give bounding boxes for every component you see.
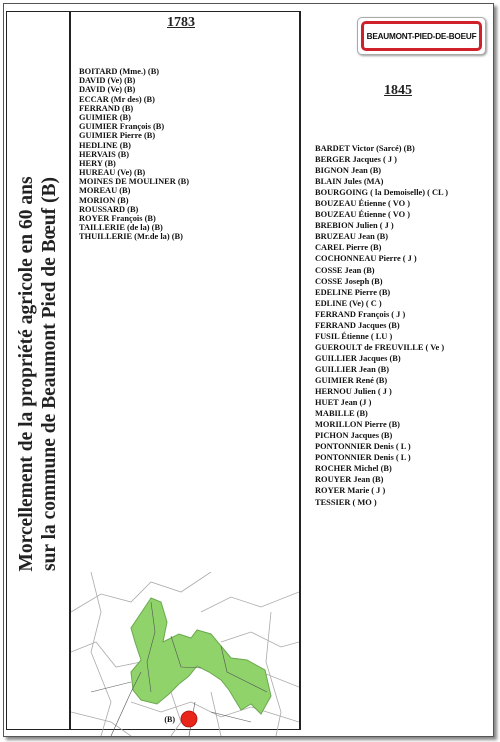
owner-name: HERNOU Julien ( J ) — [315, 387, 392, 397]
owner-name: GUEROULT de FREUVILLE ( Ve ) — [315, 342, 445, 352]
sign-text: BEAUMONT-PIED-DE-BOEUF — [361, 21, 482, 51]
vertical-title: Morcellement de la propriété agricole en… — [15, 24, 61, 724]
column-1845: BEAUMONT-PIED-DE-BOEUF 1845 BARDET Victo… — [300, 11, 489, 730]
owner-name: MORION (B) — [79, 195, 129, 205]
map-label: (B) — [164, 715, 175, 724]
title-column: Morcellement de la propriété agricole en… — [6, 11, 70, 730]
title-line: Morcellement de la propriété agricole en… — [16, 176, 37, 572]
owner-name: GUIMIER François (B) — [79, 122, 165, 132]
owner-name: EDLINE (Ve) ( C ) — [315, 298, 382, 308]
owner-name: TAILLERIE (de la) (B) — [79, 223, 163, 233]
location-dot — [180, 710, 198, 728]
owner-name: BOITARD (Mme.) (B) — [79, 67, 160, 76]
page-frame: Morcellement de la propriété agricole en… — [3, 3, 494, 737]
owner-name: DAVID (Ve) (B) — [79, 85, 136, 95]
owner-name: FERRAND François ( J ) — [315, 309, 406, 319]
owner-name: HERVAIS (B) — [79, 149, 130, 159]
name-list: BOITARD (Mme.) (B) DAVID (Ve) (B) DAVID (V… — [79, 67, 189, 242]
title-line: sur la commune de Beaumont Pied de Bœuf … — [39, 177, 60, 571]
owner-name: FUSIL Étienne ( LU ) — [315, 331, 393, 341]
owner-name: FERRAND (B) — [79, 103, 134, 113]
owner-name: EDELINE Pierre (B) — [315, 287, 391, 297]
owner-name: BOUZEAU Étienne ( VO ) — [315, 199, 411, 209]
owner-name: COCHONNEAU Pierre ( J ) — [315, 254, 417, 264]
owner-name: TESSIER ( MO ) — [315, 497, 377, 507]
owner-name: MOINES DE MOULINER (B) — [79, 177, 190, 187]
owner-name: ROUSSARD (B) — [79, 204, 139, 214]
owner-name: BOURGOING ( la Demoiselle) ( CL ) — [315, 188, 449, 198]
owner-name: COSSE Jean (B) — [315, 265, 375, 275]
owner-name: MABILLE (B) — [315, 409, 368, 419]
owner-name: GUIMIER (B) — [79, 112, 131, 122]
owner-name: BRUZEAU Jean (B) — [315, 232, 389, 242]
owner-name: GUIMIER René (B) — [315, 375, 388, 385]
owner-name: HEDLINE (B) — [79, 140, 131, 150]
year-heading: 1845 — [384, 83, 412, 98]
owner-name: BOUZEAU Étienne ( VO ) — [315, 210, 411, 220]
owner-name: HERY (B) — [79, 158, 116, 168]
owner-name: FERRAND Jacques (B) — [315, 320, 400, 330]
owner-name: CAREL Pierre (B) — [315, 243, 382, 253]
town-sign: BEAUMONT-PIED-DE-BOEUF — [357, 17, 486, 55]
owner-name: BLAIN Jules (MA) — [315, 177, 384, 187]
owner-name: HUET Jean (J ) — [315, 398, 372, 408]
owner-name: GUILLIER Jacques (B) — [315, 353, 401, 363]
owner-name: PONTONNIER Denis ( L ) — [315, 442, 411, 452]
year-heading: 1783 — [167, 15, 195, 30]
owner-name: BERGER Jacques ( J ) — [315, 155, 397, 165]
owner-name: ROYER Marie ( J ) — [315, 486, 386, 496]
owner-name: BREBION Julien ( J ) — [315, 221, 394, 231]
owner-name: HUREAU (Ve) (B) — [79, 168, 146, 178]
owner-name: ROYER François (B) — [79, 214, 156, 223]
owner-name: BARDET Victor (Sarcé) (B) — [315, 144, 415, 153]
owner-name: BIGNON Jean (B) — [315, 166, 382, 176]
map: (B) — [71, 572, 299, 736]
owner-name: DAVID (Ve) (B) — [79, 76, 136, 86]
owner-name: COSSE Joseph (B) — [315, 276, 383, 286]
owner-name: PICHON Jacques (B) — [315, 431, 393, 441]
owner-name: PONTONNIER Denis ( L ) — [315, 453, 411, 463]
owner-name: MORILLON Pierre (B) — [315, 420, 400, 430]
owner-name: GUIMIER Pierre (B) — [79, 131, 156, 141]
owner-name: ROCHER Michel (B) — [315, 464, 392, 474]
name-list: BARDET Victor (Sarcé) (B) BERGER Jacques … — [315, 143, 448, 508]
owner-name: ECCAR (Mr des) (B) — [79, 94, 155, 104]
owner-name: THUILLERIE (Mr.de la) (B) — [79, 232, 183, 242]
owner-name: ROUYER Jean (B) — [315, 475, 384, 485]
owner-name: MOREAU (B) — [79, 186, 131, 196]
owner-name: GUILLIER Jean (B) — [315, 364, 389, 374]
column-1783: 1783 BOITARD (Mme.) (B) DAVID (Ve) (B) DAV… — [70, 11, 300, 736]
